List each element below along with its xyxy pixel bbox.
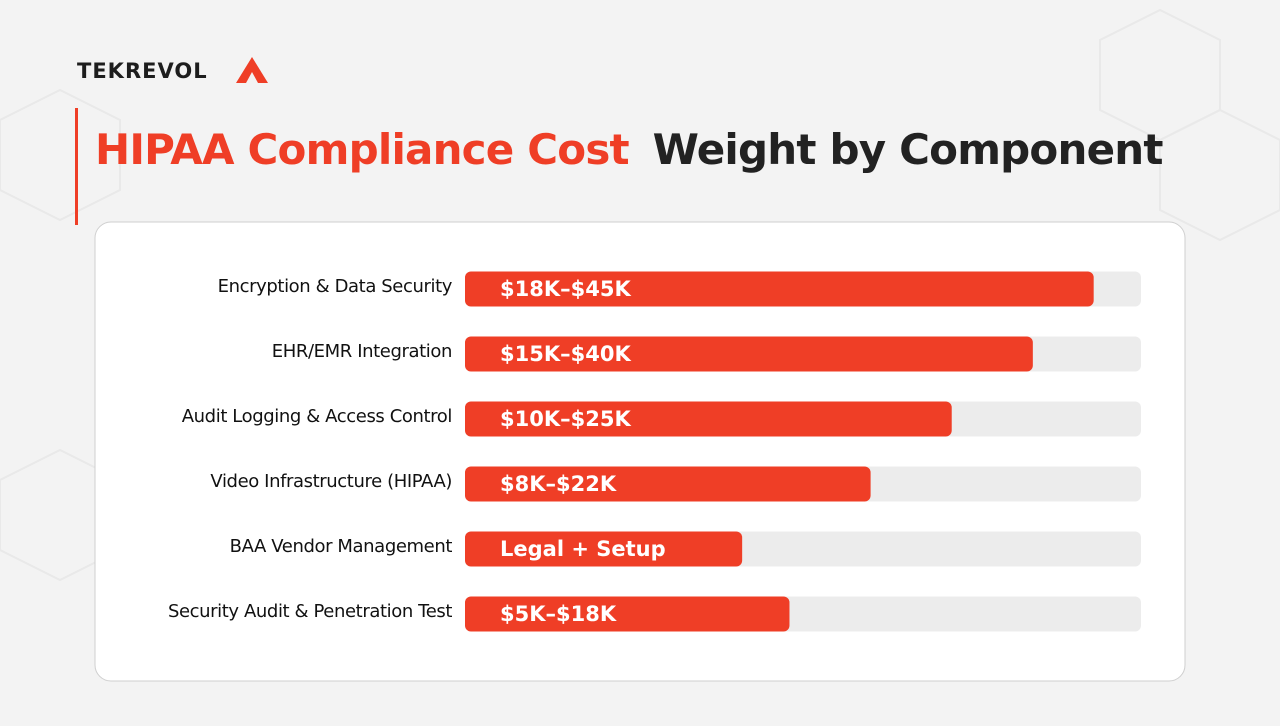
category-label: Video Infrastructure (HIPAA) bbox=[210, 471, 452, 492]
bar-label: $18K–$45K bbox=[500, 277, 631, 301]
logo: TEKREVOL bbox=[77, 57, 268, 83]
bar bbox=[465, 271, 1094, 307]
title-accent bbox=[75, 108, 78, 225]
logo-icon-cut bbox=[246, 72, 258, 83]
bar bbox=[465, 531, 743, 567]
bar-label: $8K–$22K bbox=[500, 472, 617, 496]
category-label: Encryption & Data Security bbox=[218, 276, 453, 297]
title-highlight: HIPAA Compliance Cost bbox=[95, 125, 630, 174]
logo-icon bbox=[236, 57, 268, 83]
title-rest: Weight by Component bbox=[653, 125, 1164, 174]
bar-label: Legal + Setup bbox=[500, 537, 666, 561]
bar bbox=[465, 336, 1033, 372]
category-label: BAA Vendor Management bbox=[230, 536, 453, 557]
category-label: EHR/EMR Integration bbox=[272, 341, 452, 362]
chart-title: HIPAA Compliance Cost Weight by Componen… bbox=[95, 125, 1163, 174]
bar bbox=[465, 401, 952, 437]
bar-label: $5K–$18K bbox=[500, 602, 617, 626]
category-label: Security Audit & Penetration Test bbox=[168, 601, 452, 622]
plot: Encryption & Data Security $18K–$45K EHR/E… bbox=[168, 271, 1141, 632]
bar bbox=[465, 466, 871, 502]
bar bbox=[465, 596, 790, 632]
bar-label: $10K–$25K bbox=[500, 407, 631, 431]
brand-name: TEKREVOL bbox=[77, 59, 208, 83]
bar-label: $15K–$40K bbox=[500, 342, 631, 366]
category-label: Audit Logging & Access Control bbox=[182, 406, 452, 427]
